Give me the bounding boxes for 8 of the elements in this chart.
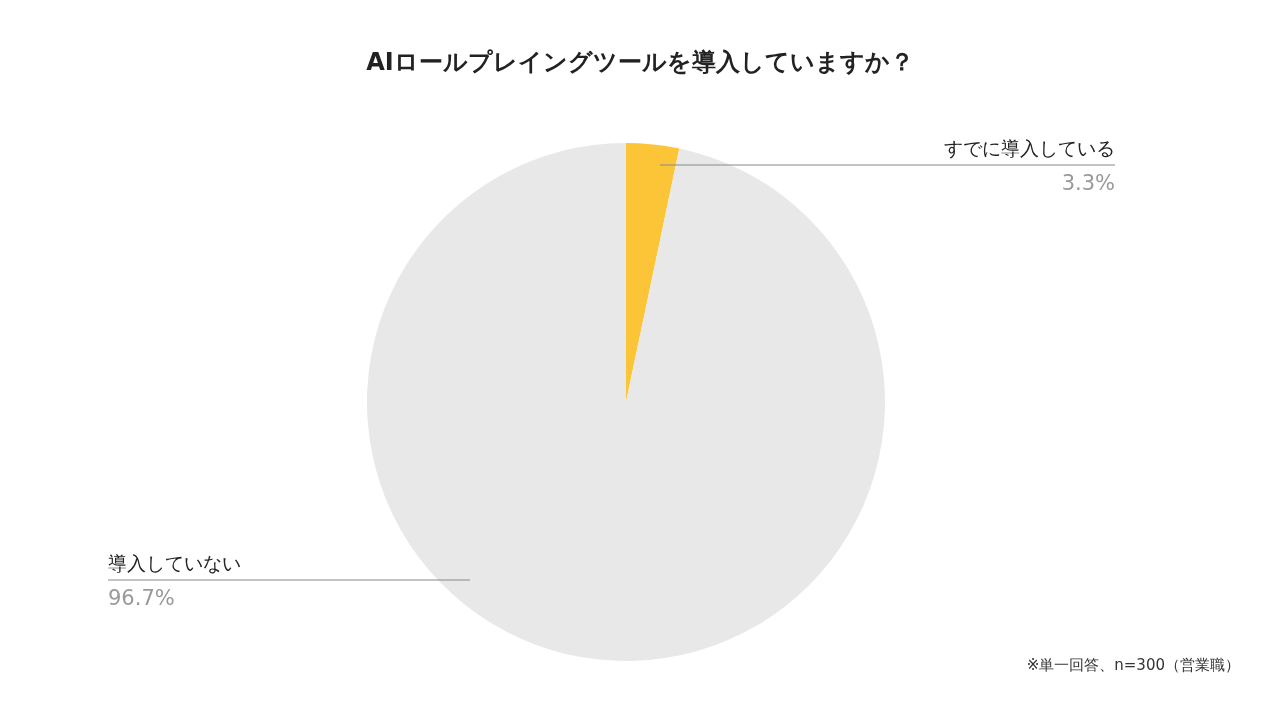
slice-label: 導入していない xyxy=(108,552,241,574)
pie-slice xyxy=(626,143,680,402)
slice-label: すでに導入している xyxy=(944,137,1115,159)
data-label: 96.7% xyxy=(108,586,175,610)
pie-slice xyxy=(367,143,885,661)
chart-title: AIロールプレイングツールを導入していますか？ xyxy=(366,48,914,76)
text: ※単一回答、n=300（営業職） xyxy=(1026,656,1240,674)
data-label: 3.3% xyxy=(1061,171,1115,195)
